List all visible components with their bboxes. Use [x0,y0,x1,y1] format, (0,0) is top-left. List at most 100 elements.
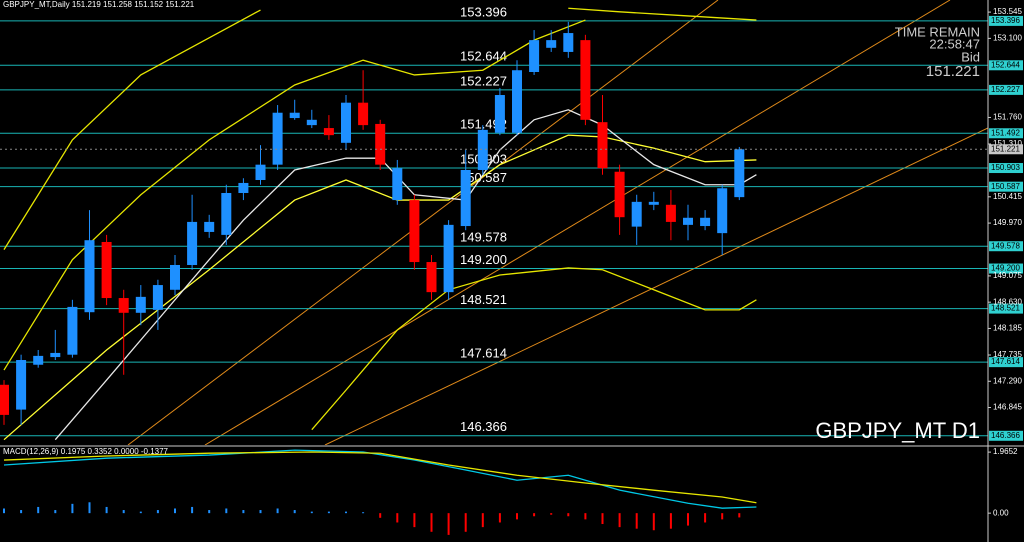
indicator-line [3,451,757,504]
histogram-bar [704,513,707,523]
histogram-bar [225,508,228,514]
indicator-line [3,9,261,250]
candle-body [204,221,215,232]
y-tick-label: 151.760 [993,113,1022,122]
chart-title: MACD(12,26,9) 0.1975 0.3352 0.0000 -0.13… [3,447,169,456]
histogram-bar [242,510,245,514]
histogram-bar [738,513,741,518]
histogram-bar [635,513,638,529]
candle-body [700,217,711,227]
histogram-bar [327,511,330,514]
candle-body [33,355,44,365]
candle-body [597,122,608,169]
candle-body [426,262,437,293]
histogram-bar [430,513,433,532]
candle-body [84,240,95,313]
histogram-bar [447,513,450,535]
y-tick-label: 153.545 [993,7,1022,16]
histogram-bar [481,513,484,528]
bid-axis-label: 151.221 [991,144,1020,153]
level-axis-label: 150.903 [991,163,1020,172]
candle-body [529,40,540,73]
histogram-bar [618,513,621,528]
trend-line [204,0,951,445]
candle-body [683,217,693,225]
candle-body [238,182,249,193]
histogram-bar [37,506,40,514]
histogram-bar [533,513,536,517]
candle-body [717,188,728,234]
candle-body [392,168,403,201]
candle-body [631,201,642,227]
candle-body [135,296,146,313]
labels: GBPJPY_MT,Daily 151.219 151.258 151.152 … [3,0,980,456]
price-panel: 153.396152.644152.227151.492150.903150.5… [0,0,988,445]
level-axis-box [989,163,1023,174]
histogram-bar [156,510,159,514]
level-axis-box [989,357,1023,368]
histogram-bar [191,506,194,514]
candle-body [546,40,557,48]
y-tick-label: 148.630 [993,297,1022,306]
indicator-line [54,109,757,441]
histogram-bar [379,513,382,518]
candle-body [494,95,505,133]
histogram-bar [498,513,501,523]
level-axis-label: 150.587 [991,182,1020,191]
histogram-bar [464,513,467,532]
histogram-bar [276,508,279,514]
level-axis-label: 153.396 [991,16,1020,25]
y-tick-label: 148.185 [993,324,1022,333]
candle-body [221,192,232,235]
candle-body [0,384,9,415]
candle-body [118,298,129,313]
histogram-bar [584,513,587,520]
candle-body [306,119,317,126]
histogram-bar [362,512,365,514]
level-label: 153.396 [460,4,507,19]
y-tick-label: 147.290 [993,376,1022,385]
bid-label: Bid [961,49,980,64]
candle-body [512,70,522,133]
histogram-bar [687,513,689,526]
candle-body [358,102,369,126]
y-tick-label: 0.00 [993,508,1009,517]
level-label: 150.587 [460,170,507,185]
candle-body [255,164,266,181]
histogram-bar [259,510,262,514]
trend-line [324,127,988,445]
y-tick-label: 147.735 [993,350,1022,359]
histogram-bar [721,513,724,520]
candle-body [563,33,574,52]
y-tick-label: 150.415 [993,192,1022,201]
y-tick-label: 146.845 [993,403,1022,412]
candle-body [734,149,745,198]
indicator-line [568,7,757,21]
histogram-bar [20,510,23,514]
level-axis-label: 149.578 [991,241,1020,250]
histogram-bar [396,513,399,523]
level-label: 149.578 [460,230,507,245]
y-tick-label: 1.9652 [993,447,1018,456]
histogram-bar [293,510,296,514]
level-label: 147.614 [460,346,507,361]
candle-body [375,123,386,165]
trend-line [127,0,719,445]
histogram-bar [174,508,176,514]
histogram-bar [71,503,74,514]
candle-body [614,171,625,218]
candle-body [152,285,163,310]
histogram-bar [550,513,553,515]
bid-value: 151.221 [926,63,980,80]
level-axis-label: 152.644 [991,60,1020,69]
histogram-bar [105,506,108,514]
histogram-bar [413,513,416,528]
histogram-bar [516,513,518,520]
level-axis-box [989,430,1023,441]
level-label: 152.227 [460,73,507,88]
level-axis-box [989,303,1023,314]
y-tick-label: 149.075 [993,271,1022,280]
histogram-bar [3,508,5,514]
